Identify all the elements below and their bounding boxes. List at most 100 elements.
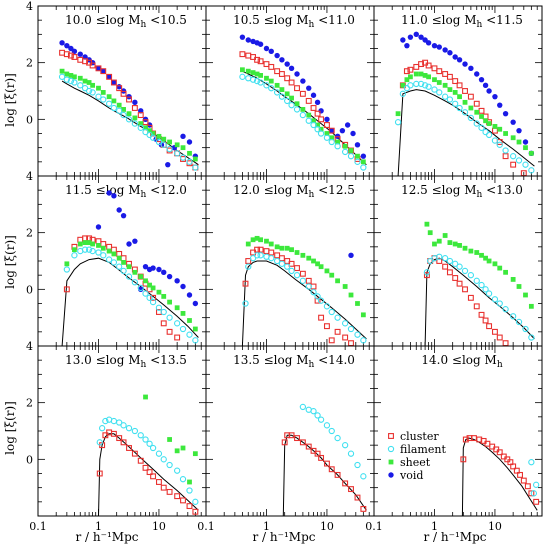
- void-point: [284, 61, 290, 67]
- void-point: [407, 34, 414, 40]
- cluster-point: [418, 61, 425, 68]
- cluster-point: [294, 85, 300, 92]
- void-point: [350, 130, 356, 137]
- legend-marker-sheet: [388, 459, 394, 465]
- void-point: [77, 51, 83, 57]
- sheet-point: [116, 102, 122, 108]
- filament-point: [63, 266, 71, 273]
- sheet-point: [250, 70, 256, 75]
- cluster-point: [67, 52, 74, 59]
- filament-point: [125, 116, 133, 123]
- filament-point: [446, 257, 454, 265]
- cluster-point: [305, 443, 312, 450]
- filament-point: [249, 255, 257, 262]
- sheet-point: [268, 78, 274, 84]
- y-axis-label-bottom: log [ξ(r)]: [3, 401, 17, 455]
- series-cluster: [460, 435, 540, 505]
- filament-point: [425, 83, 432, 90]
- filament-point: [160, 456, 167, 463]
- sheet-point: [106, 94, 112, 100]
- cluster-point: [462, 436, 469, 443]
- sheet-point: [315, 122, 320, 128]
- sheet-point: [311, 118, 316, 124]
- cluster-point: [348, 486, 354, 493]
- sheet-point: [483, 255, 488, 261]
- filament-point: [253, 252, 261, 259]
- cluster-point: [110, 246, 117, 253]
- void-point: [478, 76, 485, 83]
- filament-point: [278, 260, 286, 267]
- sheet-point: [180, 311, 186, 316]
- filament-point: [166, 461, 173, 469]
- void-point: [142, 263, 149, 270]
- panel-7: 0 2 4 0.1 1 10 13.0 ≤log Mh <13.5: [26, 340, 207, 533]
- filament-point: [441, 93, 449, 100]
- cluster-point: [180, 497, 186, 504]
- filament-point: [314, 126, 321, 133]
- sheet-point: [318, 264, 324, 270]
- filament-point: [293, 272, 301, 279]
- sheet-point: [64, 71, 70, 77]
- cluster-point: [328, 127, 335, 134]
- sheet-point: [250, 237, 256, 243]
- sheet-point: [187, 150, 192, 156]
- sheet-point: [360, 159, 366, 165]
- void-point: [180, 283, 186, 290]
- cluster-point: [110, 79, 117, 86]
- sheet-point: [436, 238, 442, 244]
- filament-point: [299, 277, 307, 284]
- sheet-point: [161, 294, 167, 299]
- cluster-point: [456, 82, 463, 89]
- void-point: [111, 79, 117, 86]
- sheet-point: [523, 145, 528, 151]
- sheet-point: [335, 139, 340, 145]
- filament-point: [137, 284, 144, 292]
- filament-point: [160, 308, 167, 316]
- legend-marker-void: [388, 472, 394, 478]
- sheet-point: [413, 71, 419, 77]
- sheet-point: [474, 109, 480, 115]
- filament-point: [116, 419, 123, 426]
- sheet-point: [452, 241, 458, 247]
- sheet-point: [121, 107, 126, 112]
- filament-point: [273, 257, 281, 265]
- sheet-point: [457, 243, 462, 248]
- cluster-point: [245, 258, 252, 264]
- void-point: [180, 133, 186, 140]
- filament-point: [436, 89, 443, 96]
- sheet-point: [156, 133, 162, 139]
- void-point: [186, 292, 193, 298]
- filament-point: [253, 77, 261, 85]
- filament-point: [179, 154, 187, 161]
- filament-point: [310, 408, 317, 415]
- filament-point: [299, 403, 307, 411]
- cluster-point: [254, 246, 261, 253]
- cluster-point: [348, 340, 354, 346]
- filament-point: [166, 314, 173, 321]
- y-tick-label: 0: [26, 453, 33, 466]
- series-filament: [239, 73, 367, 171]
- void-point: [116, 207, 122, 213]
- sheet-point: [82, 240, 88, 245]
- void-point: [425, 40, 432, 46]
- cluster-point: [502, 340, 509, 346]
- panel-title: 11.0 ≤log Mh <11.5: [401, 13, 523, 30]
- cluster-point: [281, 439, 288, 446]
- sheet-point: [408, 74, 413, 80]
- cluster-point: [314, 450, 321, 457]
- cluster-point: [502, 153, 509, 160]
- cluster-point: [126, 96, 132, 103]
- sheet-point: [187, 318, 192, 323]
- sheet-point: [324, 268, 330, 274]
- x-tick-label: 10: [152, 520, 166, 533]
- sheet-point: [77, 241, 83, 247]
- sheet-point: [486, 121, 492, 126]
- filament-point: [394, 119, 402, 126]
- cluster-point: [467, 294, 474, 301]
- void-point: [492, 93, 498, 100]
- filament-point: [461, 109, 469, 116]
- filament-point: [347, 153, 355, 160]
- sheet-point: [167, 139, 172, 145]
- cluster-point: [274, 252, 281, 259]
- filament-point: [305, 117, 312, 124]
